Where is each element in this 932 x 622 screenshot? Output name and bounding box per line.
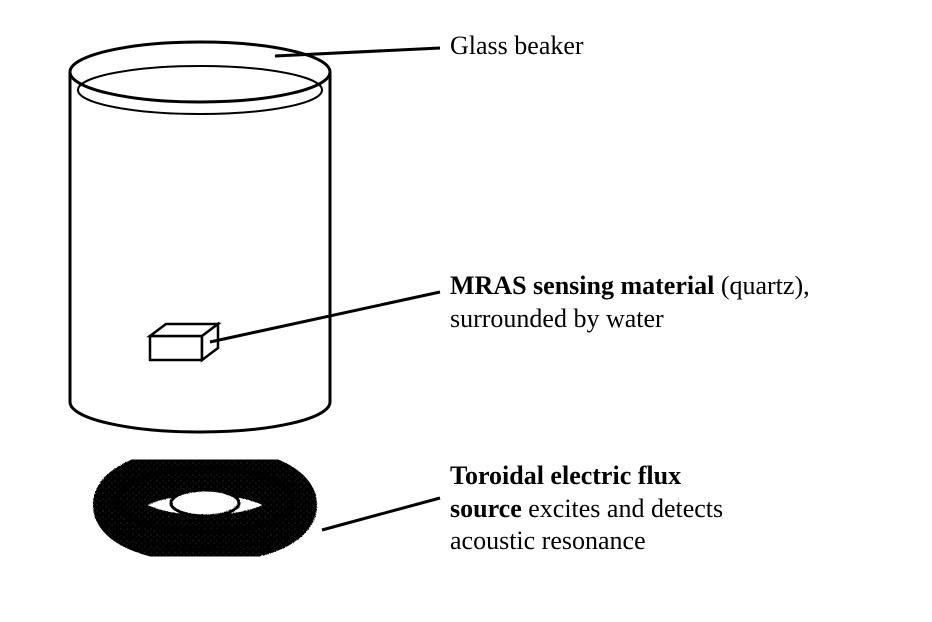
diagram-canvas: Glass beaker MRAS sensing material (quar… — [0, 0, 932, 622]
beaker-shape — [70, 42, 330, 432]
label-sensor-bold: MRAS sensing material — [450, 271, 714, 300]
label-toroid-rest2: acoustic resonance — [450, 526, 646, 555]
toroid-shape — [100, 468, 310, 548]
label-sensor-rest2: surrounded by water — [450, 304, 664, 333]
label-toroid-bold2: source — [450, 494, 522, 523]
label-toroid-bold1: Toroidal electric flux — [450, 461, 681, 490]
label-sensor: MRAS sensing material (quartz), surround… — [450, 270, 810, 335]
sensor-box — [150, 324, 218, 360]
leader-sensor — [210, 292, 440, 342]
leader-toroid — [322, 498, 440, 530]
label-sensor-rest1: (quartz), — [714, 271, 809, 300]
label-toroid: Toroidal electric flux source excites an… — [450, 460, 723, 558]
label-toroid-rest1: excites and detects — [522, 494, 723, 523]
label-beaker: Glass beaker — [450, 30, 584, 63]
